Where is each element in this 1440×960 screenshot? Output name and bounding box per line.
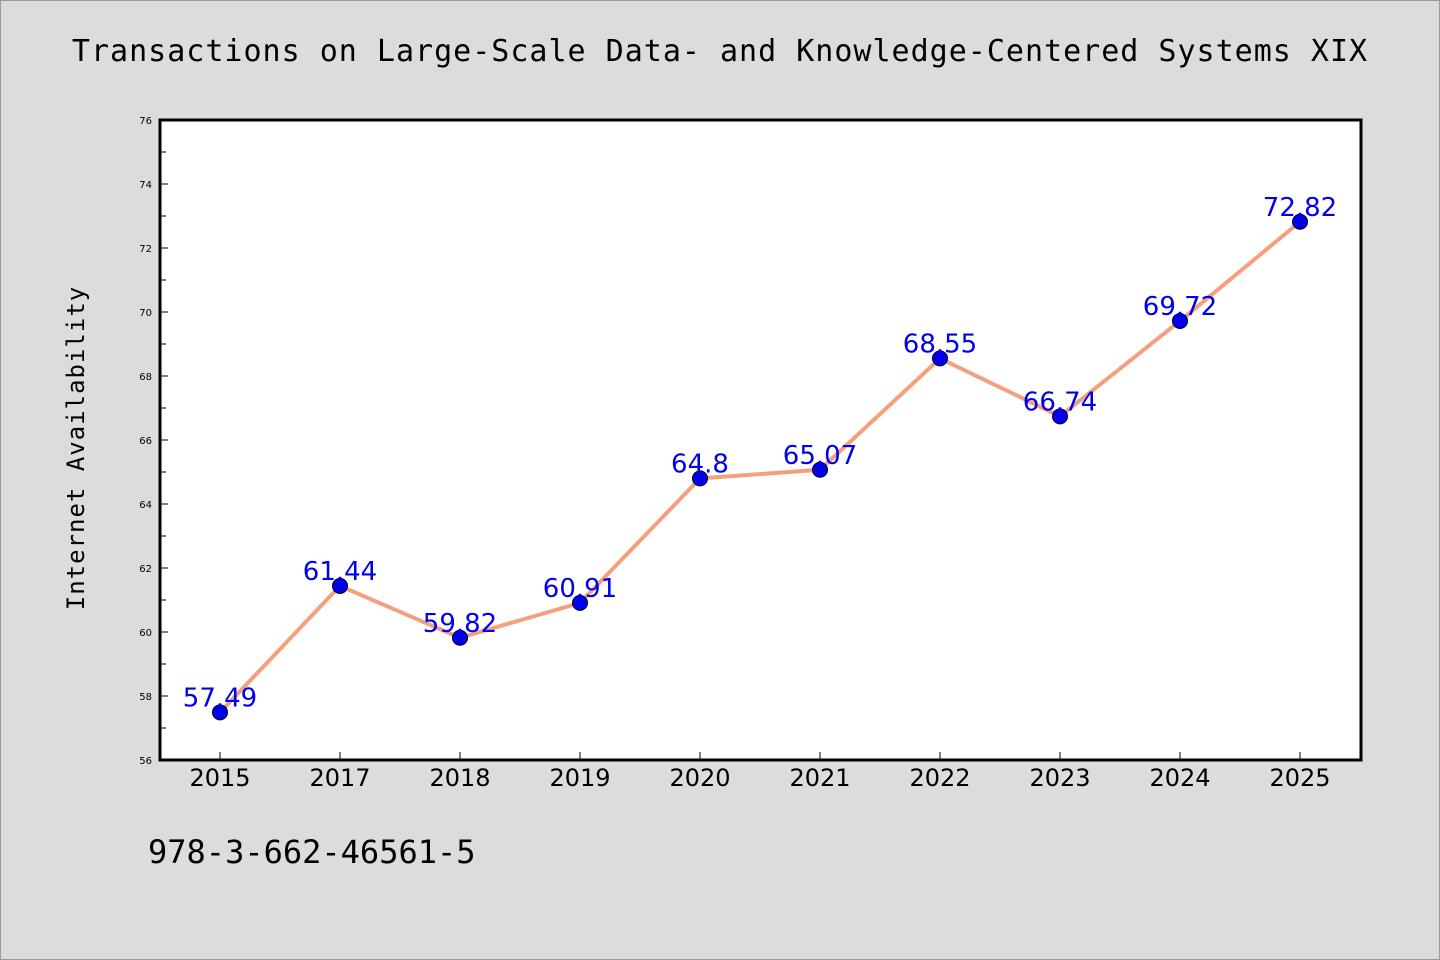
x-tick-label: 2024 xyxy=(1149,764,1210,792)
data-point xyxy=(572,594,588,611)
x-tick-label: 2018 xyxy=(429,764,490,792)
data-label: 64.8 xyxy=(671,449,729,479)
y-tick-label: 72 xyxy=(139,244,152,255)
data-label: 66.74 xyxy=(1023,387,1097,417)
data-label: 61.44 xyxy=(303,557,377,587)
series-line xyxy=(218,220,1302,714)
x-tick-label: 2019 xyxy=(549,764,610,792)
plot-area xyxy=(158,118,1363,762)
data-label: 59.82 xyxy=(423,609,497,639)
data-point xyxy=(1172,312,1188,329)
isbn-text: 978-3-662-46561-5 xyxy=(148,833,476,871)
data-label: 69.72 xyxy=(1143,292,1217,322)
y-tick-label: 70 xyxy=(139,308,152,319)
y-tick-label: 64 xyxy=(139,500,152,511)
y-tick-label: 56 xyxy=(139,756,152,767)
y-tick-label: 58 xyxy=(139,692,152,703)
data-point xyxy=(812,461,828,478)
data-point xyxy=(692,470,708,487)
x-tick-label: 2015 xyxy=(189,764,250,792)
data-point xyxy=(452,629,468,646)
y-tick-label: 62 xyxy=(139,564,152,575)
x-tick-label: 2023 xyxy=(1029,764,1090,792)
data-label: 68.55 xyxy=(903,329,977,359)
data-label: 57.49 xyxy=(183,683,257,713)
x-tick-label: 2025 xyxy=(1269,764,1330,792)
data-point xyxy=(1292,213,1308,230)
x-axis: 2015 2017 2018 2019 2020 2021 2022 2023 2024 2025 xyxy=(189,752,1331,792)
data-label: 65.07 xyxy=(783,441,857,471)
x-tick-label: 2021 xyxy=(789,764,850,792)
y-tick-label: 66 xyxy=(139,436,152,447)
x-tick-label: 2020 xyxy=(669,764,730,792)
y-tick-label: 68 xyxy=(139,372,152,383)
chart-title: Transactions on Large-Scale Data- and Kn… xyxy=(71,34,1369,69)
x-tick-label: 2017 xyxy=(309,764,370,792)
data-point xyxy=(932,350,948,367)
y-tick-label: 76 xyxy=(139,116,152,127)
y-tick-label: 74 xyxy=(139,180,152,191)
x-tick-label: 2022 xyxy=(909,764,970,792)
data-point xyxy=(332,577,348,594)
y-axis-label: Internet Availability xyxy=(62,286,90,610)
data-label: 72.82 xyxy=(1263,193,1337,223)
data-point xyxy=(212,704,228,721)
y-axis: 56 58 60 62 64 66 68 70 72 74 76 xyxy=(139,116,168,767)
y-tick-label: 60 xyxy=(139,628,152,639)
data-point xyxy=(1052,408,1068,425)
data-label: 60.91 xyxy=(543,574,617,604)
